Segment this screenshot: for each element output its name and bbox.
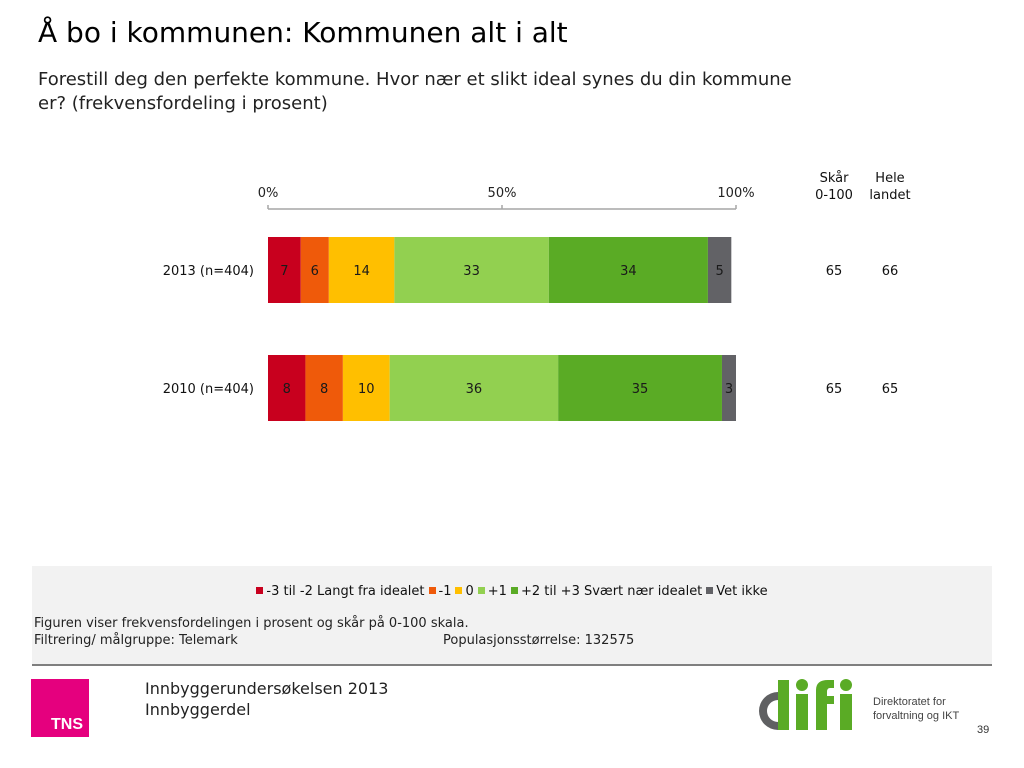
- legend-swatch: [455, 587, 463, 594]
- tns-logo-text: TNS: [51, 716, 83, 733]
- bar-data-label: 10: [358, 382, 375, 397]
- difi-i2-stem: [840, 694, 852, 730]
- bar-data-label: 34: [620, 264, 637, 279]
- legend-item: -1: [428, 584, 452, 599]
- tns-logo: TNS: [31, 679, 89, 737]
- bar-data-label: 8: [283, 382, 291, 397]
- difi-logo: [759, 679, 852, 730]
- note-population: Populasjonsstørrelse: 132575: [443, 633, 635, 648]
- bar-segment: [721, 355, 736, 421]
- bar-data-label: 8: [320, 382, 328, 397]
- legend-label: +2 til +3 Svært nær idealet: [520, 584, 703, 599]
- bar-data-label: 7: [280, 264, 288, 279]
- bar-data-label: 14: [353, 264, 370, 279]
- side-column-header: Skår: [820, 171, 850, 186]
- footer-survey-line1: Innbyggerundersøkelsen 2013: [145, 679, 389, 698]
- slide-title: Å bo i kommunen: Kommunen alt i alt: [38, 16, 568, 49]
- legend-item: +2 til +3 Svært nær idealet: [510, 584, 703, 599]
- legend-label: Vet ikke: [716, 584, 768, 599]
- legend-swatch: [428, 587, 436, 594]
- legend-label: -1: [438, 584, 452, 599]
- difi-gear-d-icon: [759, 692, 778, 730]
- bar-segment: [558, 355, 722, 421]
- slide-subtitle: Forestill deg den perfekte kommune. Hvor…: [38, 69, 792, 114]
- category-label: 2010 (n=404): [163, 382, 254, 397]
- bar-segment: [548, 237, 708, 303]
- bar-segment: [328, 237, 395, 303]
- x-tick-label: 100%: [717, 186, 754, 201]
- bar-segment: [305, 355, 343, 421]
- legend-item: Vet ikke: [706, 584, 768, 599]
- legend-item: 0: [455, 584, 474, 599]
- difi-caption-line2: forvaltning og IKT: [873, 710, 960, 722]
- category-label: 2013 (n=404): [163, 264, 254, 279]
- chart-legend: -3 til -2 Langt fra idealet -1 0 +1 +2 til +…: [32, 584, 992, 599]
- legend-label: +1: [487, 584, 507, 599]
- bar-segment: [342, 355, 390, 421]
- difi-i-dot: [796, 679, 808, 691]
- note-filter: Filtrering/ målgruppe: Telemark: [34, 633, 238, 648]
- bar-data-label: 6: [311, 264, 319, 279]
- side-column-value: 65: [882, 382, 899, 397]
- legend-swatch: [477, 587, 485, 594]
- legend-label: -3 til -2 Langt fra idealet: [266, 584, 425, 599]
- side-column-value: 65: [826, 264, 843, 279]
- side-column-header: landet: [869, 188, 910, 203]
- bar-data-label: 5: [715, 264, 723, 279]
- bar-data-label: 33: [463, 264, 480, 279]
- footer-survey-title: Innbyggerundersøkelsen 2013 Innbyggerdel: [145, 678, 388, 720]
- side-column-header: Hele: [875, 171, 904, 186]
- legend-label: 0: [465, 584, 474, 599]
- legend-notes-panel: -3 til -2 Langt fra idealet -1 0 +1 +2 til +…: [32, 566, 992, 666]
- difi-caption-line1: Direktoratet for: [873, 696, 946, 708]
- bar-data-label: 3: [725, 382, 733, 397]
- legend-swatch: [256, 587, 264, 594]
- page-number: 39: [977, 724, 990, 736]
- difi-f: [816, 680, 834, 730]
- bar-data-label: 35: [632, 382, 649, 397]
- bar-segment: [707, 237, 732, 303]
- footer-survey-line2: Innbyggerdel: [145, 700, 251, 719]
- difi-d-stem: [778, 680, 789, 730]
- bar-data-label: 36: [466, 382, 483, 397]
- bar-segment: [268, 355, 306, 421]
- x-tick-label: 0%: [258, 186, 279, 201]
- x-tick-label: 50%: [488, 186, 517, 201]
- legend-swatch: [510, 587, 518, 594]
- difi-caption: Direktoratet for forvaltning og IKT: [873, 695, 959, 723]
- bar-segment: [300, 237, 329, 303]
- side-column-value: 65: [826, 382, 843, 397]
- difi-i-stem: [796, 694, 808, 730]
- bar-segment: [389, 355, 559, 421]
- stacked-bar-chart: 0% 50% 100% 2013 (n=404) 7 6 14 33 34 5 2010 (n=40…: [163, 171, 911, 421]
- bar-segment: [394, 237, 549, 303]
- note-description: Figuren viser frekvensfordelingen i pros…: [34, 616, 469, 631]
- difi-i2-dot: [840, 679, 852, 691]
- bar-segment: [268, 237, 301, 303]
- legend-item: -3 til -2 Langt fra idealet: [256, 584, 425, 599]
- side-column-header: 0-100: [815, 188, 853, 203]
- legend-swatch: [706, 587, 714, 594]
- legend-item: +1: [477, 584, 507, 599]
- side-column-value: 66: [882, 264, 899, 279]
